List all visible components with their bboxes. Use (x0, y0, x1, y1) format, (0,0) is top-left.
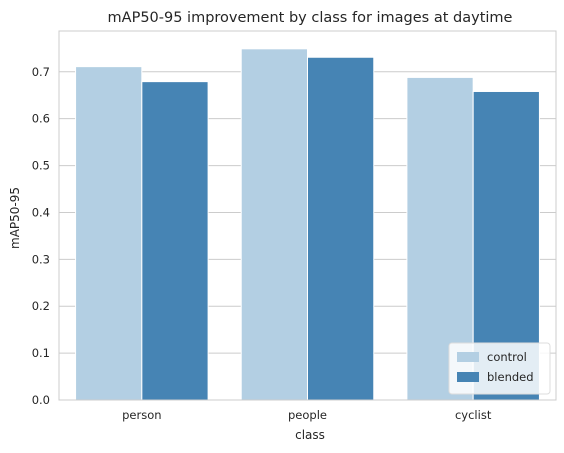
y-tick-label: 0.5 (32, 159, 50, 173)
x-axis-ticks: person people cyclist (122, 408, 492, 422)
y-tick-label: 0.3 (32, 252, 50, 266)
bar-blended-people (307, 56, 375, 401)
y-axis-label: mAP50-95 (8, 187, 22, 249)
plot-frame (58, 30, 557, 401)
y-tick-label: 0.4 (32, 205, 50, 219)
y-axis-ticks: 0.0 0.1 0.2 0.3 0.4 0.5 0.6 0.7 (32, 65, 50, 407)
chart-title: mAP50-95 improvement by class for images… (108, 10, 513, 26)
y-tick-label: 0.2 (32, 299, 50, 313)
y-tick-label: 0.0 (32, 393, 50, 407)
x-tick-label: person (122, 408, 161, 422)
y-tick-label: 0.6 (32, 112, 50, 126)
legend-swatch-blended (457, 372, 479, 382)
x-axis-label: class (295, 428, 325, 442)
y-tick-label: 0.7 (32, 65, 50, 79)
x-tick-label: people (288, 408, 327, 422)
y-tick-label: 0.1 (32, 346, 50, 360)
x-tick-label: cyclist (455, 408, 492, 422)
legend-label-blended: blended (487, 370, 534, 384)
bar-control-people (240, 48, 309, 401)
bar-blended-person (141, 81, 209, 401)
legend: control blended (448, 342, 551, 395)
legend-swatch-control (457, 352, 479, 362)
bar-control-person (75, 66, 143, 401)
legend-label-control: control (487, 350, 527, 364)
